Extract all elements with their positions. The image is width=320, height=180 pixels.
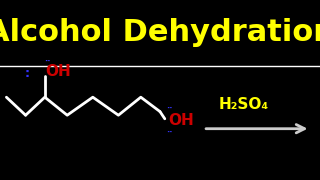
Text: ··: ·· <box>44 58 50 67</box>
Text: ··: ·· <box>166 129 173 138</box>
Text: H₂SO₄: H₂SO₄ <box>218 97 268 112</box>
Text: OH: OH <box>168 113 194 128</box>
Text: ··: ·· <box>166 104 173 113</box>
Text: Alcohol Dehydration: Alcohol Dehydration <box>0 18 320 47</box>
Text: OH: OH <box>45 64 70 80</box>
Text: :: : <box>25 67 30 80</box>
